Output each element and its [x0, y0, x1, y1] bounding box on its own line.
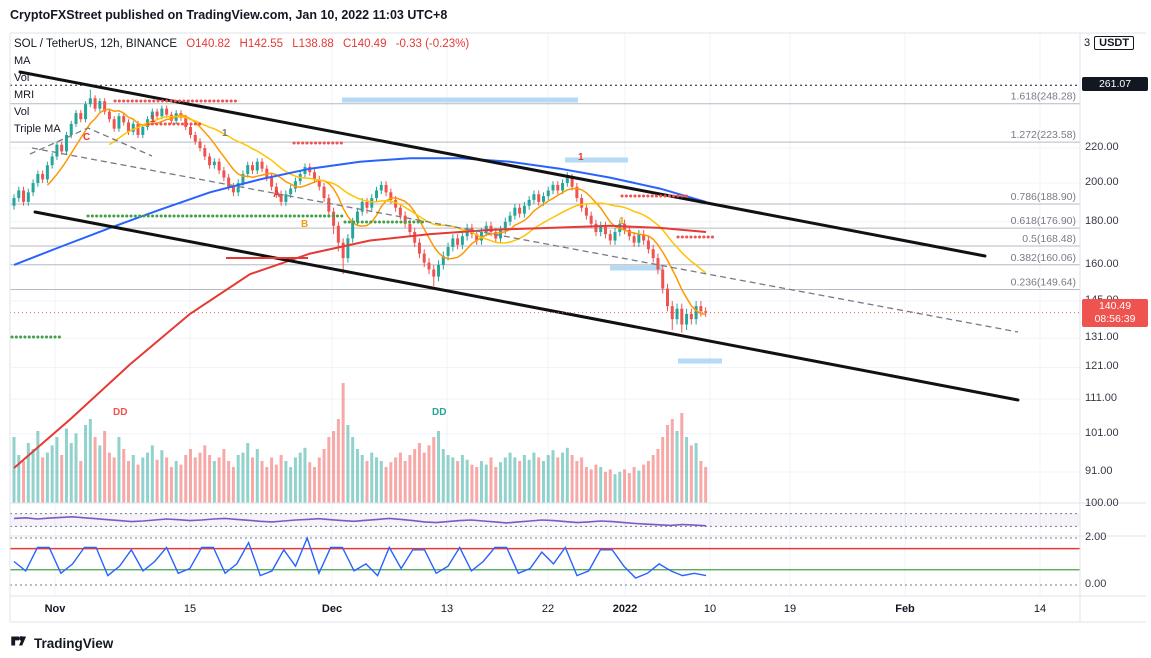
svg-text:1.618(248.28): 1.618(248.28) [1011, 91, 1076, 103]
svg-text:0.382(160.06): 0.382(160.06) [1011, 252, 1076, 264]
svg-text:A: A [273, 189, 280, 200]
svg-text:0.618(176.90): 0.618(176.90) [1011, 215, 1076, 227]
indicator-label[interactable]: Vol [14, 72, 30, 84]
tradingview-logo-icon[interactable] [10, 632, 28, 655]
panel-borders [9, 32, 1146, 623]
last-price-value: 140.49 [1098, 300, 1132, 312]
price-scale-currency: 3 USDT [1084, 36, 1135, 50]
sr-zones [342, 97, 722, 364]
indicator-label[interactable]: Vol [14, 106, 30, 118]
indicator-label[interactable]: MA [14, 55, 31, 67]
ma-red-line [13, 224, 707, 469]
gridlines [10, 33, 1080, 596]
volume-bars [12, 383, 708, 503]
svg-text:B: B [301, 219, 308, 230]
trin-panel [10, 535, 1080, 586]
svg-text:0.786(188.90): 0.786(188.90) [1011, 191, 1076, 203]
ohlc-close: C140.49 [343, 38, 387, 50]
ma-mid-line [108, 115, 707, 274]
trendlines [10, 70, 1080, 402]
svg-text:1.272(223.58): 1.272(223.58) [1011, 129, 1076, 141]
rsi-panel [10, 513, 1080, 527]
footer: TradingView [10, 632, 113, 655]
svg-text:0.5(168.48): 0.5(168.48) [1022, 233, 1076, 245]
svg-text:DD: DD [432, 407, 446, 418]
svg-text:1: 1 [150, 114, 156, 125]
symbol-title: SOL / TetherUS, 12h, BINANCE [14, 38, 177, 50]
ohlc-low: L138.88 [292, 38, 334, 50]
ma-blue-line [13, 157, 707, 266]
svg-text:1: 1 [619, 216, 625, 227]
currency-toggle-button[interactable]: USDT [1094, 36, 1135, 50]
svg-text:0.236(149.64): 0.236(149.64) [1011, 276, 1076, 288]
bar-countdown: 08:56:39 [1094, 313, 1136, 325]
svg-text:1: 1 [222, 128, 228, 139]
ohlc-change: -0.33 (-0.23%) [395, 38, 470, 50]
price-scale-partial-text: 3 [1084, 37, 1091, 49]
svg-text:C: C [83, 132, 90, 143]
svg-text:DD: DD [113, 407, 127, 418]
chart-labels: C 1 1 A B 1 1 DD DD [83, 114, 625, 418]
indicator-label[interactable]: MRI [14, 89, 35, 101]
symbol-row: SOL / TetherUS, 12h, BINANCE O140.82 H14… [14, 38, 469, 50]
ath-price-badge: 261.07 [1082, 77, 1148, 91]
ohlc-high: H142.55 [239, 38, 284, 50]
indicator-label[interactable]: Triple MA [14, 123, 61, 135]
indicator-legend: MA Vol MRI Vol Triple MA [14, 53, 61, 138]
last-price-badge: 140.49 08:56:39 [1082, 299, 1148, 327]
dot-markers [10, 99, 717, 339]
tradingview-brand-text[interactable]: TradingView [34, 636, 114, 651]
published-byline: CryptoFXStreet published on TradingView.… [10, 8, 448, 22]
ohlc-open: O140.82 [186, 38, 231, 50]
svg-text:1: 1 [578, 152, 584, 163]
